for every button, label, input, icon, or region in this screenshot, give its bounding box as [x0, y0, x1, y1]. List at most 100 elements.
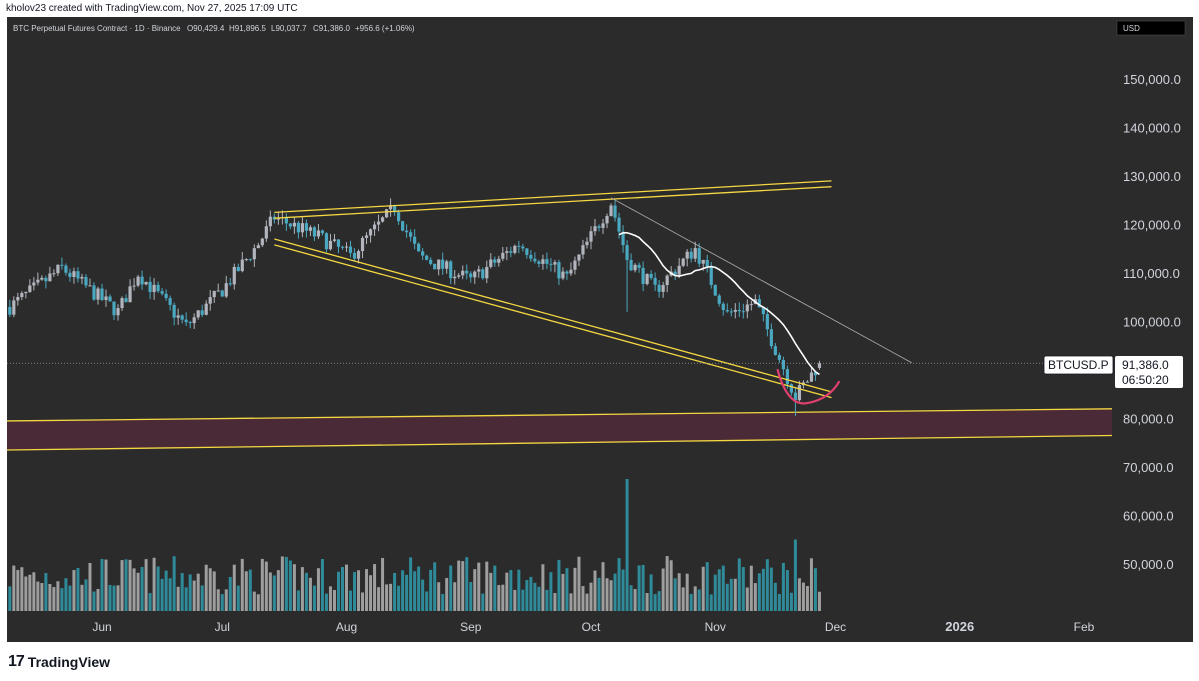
candle-body	[208, 297, 212, 304]
candle-body	[104, 296, 108, 300]
volume-bar	[12, 565, 16, 611]
volume-bar	[164, 570, 168, 611]
candle-body	[248, 259, 252, 261]
candle-body	[745, 304, 749, 312]
candle-body	[729, 311, 733, 313]
volume-bar	[797, 578, 801, 611]
volume-bar	[693, 586, 697, 611]
candle-body	[713, 284, 717, 296]
volume-bar	[677, 573, 681, 611]
volume-bar	[324, 593, 328, 611]
volume-bar	[168, 578, 172, 611]
volume-bar	[657, 591, 661, 611]
volume-bar	[749, 565, 753, 611]
candle-body	[765, 314, 769, 330]
candle-body	[124, 298, 128, 303]
volume-bar	[765, 559, 769, 611]
candle-body	[112, 301, 116, 316]
candle-body	[64, 265, 68, 273]
candle-body	[220, 290, 224, 297]
volume-bar	[537, 586, 541, 611]
candle-body	[629, 259, 633, 271]
candle-body	[264, 226, 268, 239]
volume-bar	[332, 590, 336, 611]
volume-bar	[136, 572, 140, 611]
candle-body	[336, 239, 341, 247]
candle-body	[316, 230, 321, 237]
volume-bar	[721, 565, 725, 611]
volume-bar	[457, 560, 461, 611]
volume-bar	[501, 584, 505, 611]
candle-body	[140, 276, 144, 285]
volume-bar	[577, 556, 581, 611]
y-tick-label: 110,000.0	[1123, 266, 1180, 281]
candle-body	[216, 290, 220, 292]
volume-bar	[509, 570, 513, 611]
volume-bar	[553, 593, 557, 611]
volume-bar	[541, 564, 545, 611]
candle-body	[633, 264, 637, 271]
volume-bar	[621, 569, 625, 611]
candle-body	[196, 310, 200, 318]
volume-bar	[132, 568, 136, 611]
candle-body	[212, 290, 216, 298]
moving-average-line	[618, 231, 820, 376]
candle-body	[597, 226, 601, 228]
volume-bar	[228, 576, 232, 611]
volume-bar	[649, 574, 653, 611]
volume-bar	[409, 557, 413, 611]
candle-body	[172, 304, 176, 318]
candle-body	[605, 215, 609, 224]
candle-body	[797, 385, 802, 401]
currency-selector[interactable]: USD	[1116, 20, 1186, 36]
candle-body	[72, 271, 76, 277]
candle-body	[184, 319, 188, 323]
volume-bar	[773, 582, 777, 611]
candle-body	[36, 279, 40, 283]
volume-bar	[308, 577, 312, 611]
volume-bar	[633, 589, 637, 611]
volume-bar	[741, 567, 745, 611]
volume-bar	[256, 594, 260, 611]
volume-bar	[449, 565, 453, 611]
volume-bar	[373, 564, 377, 611]
candle-body	[721, 303, 725, 311]
candle-body	[296, 222, 300, 233]
volume-bar	[32, 572, 36, 611]
candle-body	[657, 284, 661, 292]
candle-body	[585, 241, 589, 246]
chart-panel[interactable]: Jun Jul Aug Sep Oct Nov Dec 2026 Feb 150,000.0 140…	[7, 17, 1193, 642]
x-tick-label: Oct	[582, 620, 601, 634]
candle-body	[449, 261, 453, 279]
volume-bar	[593, 570, 597, 611]
candle-body	[276, 217, 280, 220]
candle-body	[785, 369, 789, 385]
volume-bar	[421, 579, 425, 611]
support-zone-top-line	[7, 408, 1113, 422]
volume-bar	[361, 592, 365, 611]
volume-bar	[793, 539, 797, 611]
candle-body	[204, 303, 208, 315]
candle-body	[689, 251, 693, 259]
volume-bar	[757, 573, 761, 611]
volume-bar	[697, 589, 701, 611]
volume-bar	[637, 565, 641, 611]
volume-bar	[124, 559, 128, 611]
price-chart[interactable]: Jun Jul Aug Sep Oct Nov Dec 2026 Feb 150,000.0 140…	[7, 17, 1193, 642]
volume-bar	[152, 557, 156, 611]
candle-body	[465, 270, 469, 274]
volume-bar	[288, 560, 292, 611]
volume-bar	[80, 584, 84, 611]
candle-body	[364, 235, 369, 238]
support-zone	[7, 408, 1112, 451]
volume-bar	[276, 570, 280, 611]
candle-body	[681, 258, 685, 266]
candle-body	[16, 297, 20, 301]
candle-body	[20, 293, 24, 298]
candle-body	[92, 285, 96, 300]
tradingview-logo[interactable]: 17 TradingView	[8, 653, 110, 671]
candle-body	[324, 233, 329, 250]
volume-bar	[316, 568, 320, 611]
volume-bar	[777, 594, 781, 611]
volume-bar	[96, 588, 100, 611]
